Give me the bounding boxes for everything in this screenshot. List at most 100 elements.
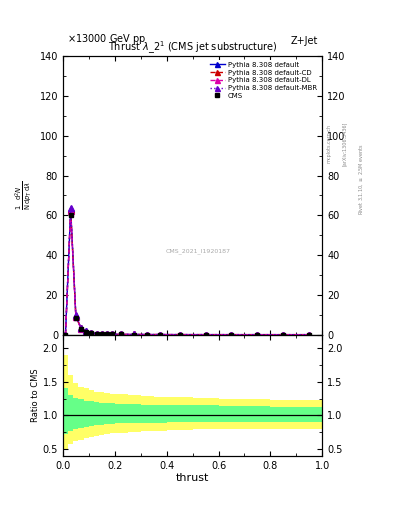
Pythia 8.308 default-DL xyxy=(110,331,114,337)
Pythia 8.308 default-MBR xyxy=(229,332,234,338)
CMS xyxy=(63,332,68,338)
Pythia 8.308 default-CD xyxy=(89,330,94,336)
Pythia 8.308 default-MBR xyxy=(119,331,123,337)
CMS xyxy=(79,326,83,332)
Pythia 8.308 default xyxy=(229,332,234,338)
CMS xyxy=(145,331,149,337)
Pythia 8.308 default-CD xyxy=(177,332,182,338)
Pythia 8.308 default xyxy=(281,332,286,338)
Pythia 8.308 default-CD xyxy=(84,329,88,335)
Pythia 8.308 default xyxy=(105,331,109,337)
CMS xyxy=(94,331,99,337)
Pythia 8.308 default-MBR xyxy=(99,331,104,337)
Pythia 8.308 default-MBR xyxy=(158,331,163,337)
Pythia 8.308 default-CD xyxy=(63,332,68,338)
CMS xyxy=(119,331,123,337)
Pythia 8.308 default-DL xyxy=(281,332,286,338)
Pythia 8.308 default-DL xyxy=(177,332,182,338)
Text: Rivet 3.1.10, $\geq$ 2.5M events: Rivet 3.1.10, $\geq$ 2.5M events xyxy=(358,143,365,215)
Pythia 8.308 default-MBR xyxy=(281,332,286,338)
CMS xyxy=(89,330,94,336)
X-axis label: thrust: thrust xyxy=(176,473,209,483)
Pythia 8.308 default xyxy=(145,331,149,337)
Pythia 8.308 default xyxy=(94,331,99,337)
Pythia 8.308 default-DL xyxy=(89,330,94,336)
Pythia 8.308 default-DL xyxy=(84,329,88,335)
Pythia 8.308 default-DL xyxy=(63,332,68,338)
Pythia 8.308 default-CD xyxy=(105,331,109,337)
Pythia 8.308 default-CD xyxy=(110,331,114,337)
Pythia 8.308 default-CD xyxy=(132,331,137,337)
Line: CMS: CMS xyxy=(63,213,312,337)
Title: Thrust $\lambda\_2^1$ (CMS jet substructure): Thrust $\lambda\_2^1$ (CMS jet substruct… xyxy=(108,40,277,56)
CMS xyxy=(84,329,88,335)
CMS xyxy=(255,332,260,338)
Pythia 8.308 default-DL xyxy=(255,332,260,338)
Pythia 8.308 default-CD xyxy=(307,332,312,338)
Pythia 8.308 default-MBR xyxy=(73,312,78,318)
CMS xyxy=(132,331,137,337)
Y-axis label: $\frac{1}{\mathrm{N}} \frac{\mathrm{d}^2N}{\mathrm{d}p_T\,\mathrm{d}\lambda}$: $\frac{1}{\mathrm{N}} \frac{\mathrm{d}^2… xyxy=(13,181,34,210)
Text: [arXiv:1306.3436]: [arXiv:1306.3436] xyxy=(342,121,347,165)
CMS xyxy=(99,331,104,337)
Pythia 8.308 default-DL xyxy=(158,332,163,338)
Pythia 8.308 default xyxy=(99,331,104,337)
CMS xyxy=(105,331,109,337)
Pythia 8.308 default xyxy=(255,332,260,338)
Pythia 8.308 default-DL xyxy=(229,332,234,338)
Pythia 8.308 default-DL xyxy=(105,331,109,337)
Pythia 8.308 default-CD xyxy=(145,331,149,337)
Legend: Pythia 8.308 default, Pythia 8.308 default-CD, Pythia 8.308 default-DL, Pythia 8: Pythia 8.308 default, Pythia 8.308 defau… xyxy=(208,60,319,101)
Pythia 8.308 default-CD xyxy=(68,207,73,214)
CMS xyxy=(110,331,114,337)
Pythia 8.308 default-DL xyxy=(145,331,149,337)
Text: $\times$13000 GeV pp: $\times$13000 GeV pp xyxy=(67,32,146,46)
Pythia 8.308 default-MBR xyxy=(177,332,182,338)
Pythia 8.308 default-DL xyxy=(132,331,137,337)
Pythia 8.308 default-CD xyxy=(94,331,99,337)
Pythia 8.308 default-CD xyxy=(79,326,83,332)
Text: mcplots.cern.ch: mcplots.cern.ch xyxy=(326,124,331,163)
Pythia 8.308 default-DL xyxy=(99,331,104,337)
Pythia 8.308 default xyxy=(110,331,114,337)
Pythia 8.308 default-MBR xyxy=(68,205,73,211)
Pythia 8.308 default xyxy=(119,331,123,337)
Pythia 8.308 default-CD xyxy=(73,313,78,319)
Pythia 8.308 default xyxy=(73,313,78,319)
Line: Pythia 8.308 default: Pythia 8.308 default xyxy=(63,207,312,337)
Pythia 8.308 default xyxy=(68,206,73,212)
Pythia 8.308 default xyxy=(203,332,208,338)
CMS xyxy=(68,212,73,219)
Pythia 8.308 default xyxy=(177,332,182,338)
CMS xyxy=(229,332,234,338)
Pythia 8.308 default-DL xyxy=(79,326,83,332)
Pythia 8.308 default-MBR xyxy=(145,331,149,337)
Pythia 8.308 default-CD xyxy=(99,331,104,337)
Pythia 8.308 default xyxy=(79,325,83,331)
Pythia 8.308 default-MBR xyxy=(307,332,312,338)
Pythia 8.308 default-MBR xyxy=(132,331,137,337)
Text: CMS_2021_I1920187: CMS_2021_I1920187 xyxy=(165,248,230,254)
Pythia 8.308 default-MBR xyxy=(110,331,114,337)
Pythia 8.308 default xyxy=(132,331,137,337)
Pythia 8.308 default xyxy=(89,330,94,336)
Pythia 8.308 default-DL xyxy=(203,332,208,338)
Pythia 8.308 default-CD xyxy=(229,332,234,338)
Pythia 8.308 default xyxy=(63,332,68,338)
Pythia 8.308 default-CD xyxy=(281,332,286,338)
Line: Pythia 8.308 default-MBR: Pythia 8.308 default-MBR xyxy=(63,206,312,337)
Pythia 8.308 default-CD xyxy=(255,332,260,338)
Pythia 8.308 default xyxy=(307,332,312,338)
CMS xyxy=(158,332,163,338)
CMS xyxy=(203,332,208,338)
Pythia 8.308 default-MBR xyxy=(255,332,260,338)
CMS xyxy=(73,315,78,321)
CMS xyxy=(177,332,182,338)
Pythia 8.308 default-CD xyxy=(119,331,123,337)
Line: Pythia 8.308 default-CD: Pythia 8.308 default-CD xyxy=(63,208,312,337)
Pythia 8.308 default-DL xyxy=(68,208,73,215)
Pythia 8.308 default xyxy=(158,332,163,338)
Pythia 8.308 default-CD xyxy=(158,332,163,338)
Pythia 8.308 default-MBR xyxy=(84,328,88,334)
Pythia 8.308 default-DL xyxy=(94,331,99,337)
